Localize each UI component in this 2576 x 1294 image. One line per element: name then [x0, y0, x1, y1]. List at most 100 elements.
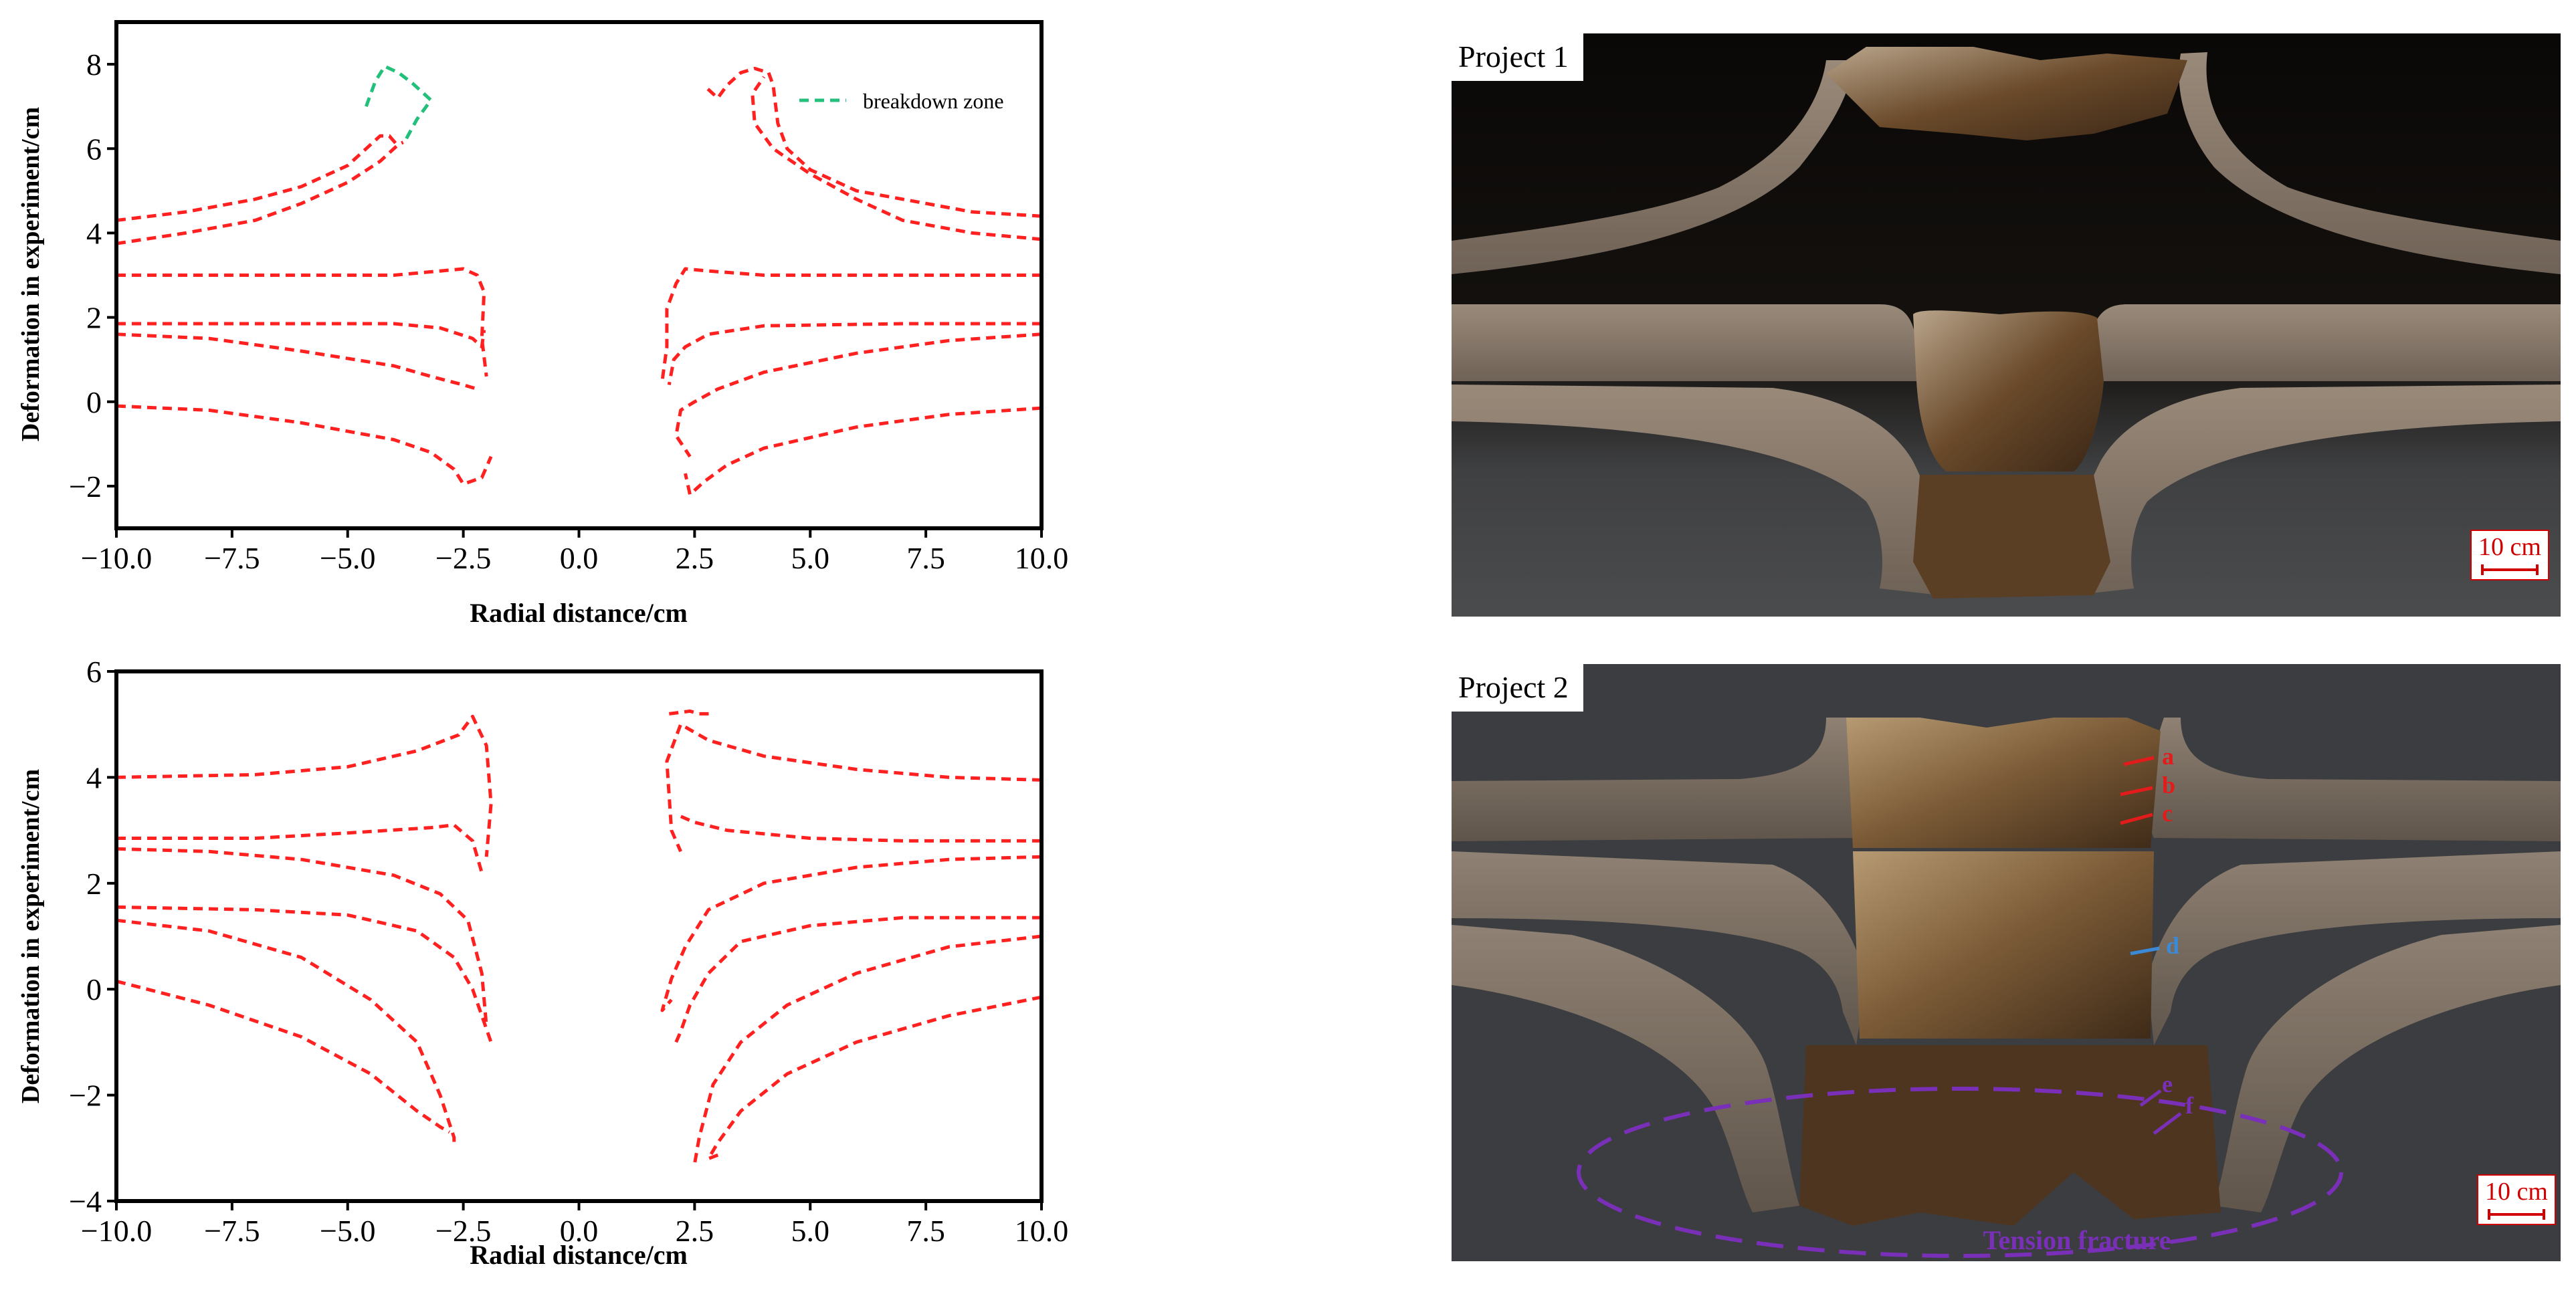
contour-line-1 — [116, 134, 400, 222]
svg-text:a: a — [2162, 743, 2174, 770]
photo-label: Project 2 — [1452, 664, 1583, 712]
x-tick-label: −2.5 — [435, 541, 491, 575]
x-tick-label: 0.0 — [560, 1214, 599, 1248]
y-tick-label: 4 — [86, 216, 102, 250]
contour-line-3 — [116, 267, 488, 377]
x-tick-label: −10.0 — [81, 541, 152, 575]
plug-fragment-upper — [1846, 718, 2161, 848]
contour-line-10 — [660, 855, 1042, 1012]
svg-text:f: f — [2185, 1092, 2194, 1119]
x-tick-label: 0.0 — [560, 541, 599, 575]
contour-line-9 — [675, 813, 1042, 843]
y-tick-label: 6 — [86, 655, 102, 689]
x-tick-label: −10.0 — [81, 1214, 152, 1248]
contour-line-5 — [116, 918, 456, 1146]
svg-text:e: e — [2162, 1071, 2173, 1097]
middle-plate — [1452, 304, 2561, 381]
plug-fragment-middle — [1913, 310, 2104, 471]
annotation-d: d — [2130, 932, 2179, 959]
annotation-e: e — [2139, 1071, 2173, 1107]
x-tick-label: 10.0 — [1015, 1214, 1069, 1248]
contour-line-6 — [116, 404, 493, 486]
y-axis-label: Deformation in experiment/cm — [17, 107, 45, 441]
photo-project-1: Project 1 10 cm — [1452, 33, 2561, 617]
lower-plate-left — [1452, 385, 1942, 595]
x-tick-label: −2.5 — [435, 1214, 491, 1248]
lower-plate-right — [2214, 925, 2561, 1212]
x-tick-label: 2.5 — [676, 1214, 714, 1248]
x-tick-label: −5.0 — [320, 1214, 375, 1248]
petal-fragments-top — [1826, 47, 2187, 140]
annotation-a: a — [2123, 743, 2174, 770]
fracture-label: Tension fracture — [1983, 1225, 2171, 1255]
legend-label: breakdown zone — [863, 89, 1004, 113]
scale-label: 10 cm — [2478, 533, 2541, 561]
svg-text:d: d — [2166, 932, 2179, 959]
annotation-b: b — [2120, 772, 2175, 798]
specimen-photo-1 — [1452, 33, 2561, 617]
lower-plate-right — [2072, 385, 2561, 595]
photo-project-2: a b c d e f Tension fracture Project 2 1… — [1452, 664, 2561, 1261]
breakdown-zone-line — [365, 64, 433, 144]
contour-line-2 — [116, 140, 404, 245]
contour-line-9 — [660, 267, 1042, 381]
contour-line-8 — [751, 76, 1042, 241]
y-tick-label: −4 — [69, 1184, 102, 1218]
scale-bar-line — [2481, 564, 2539, 575]
x-axis-label: Radial distance/cm — [470, 598, 688, 628]
scale-bar: 10 cm — [2470, 530, 2549, 580]
scale-bar: 10 cm — [2477, 1174, 2556, 1225]
contour-line-7 — [702, 66, 1042, 218]
middle-plate — [1452, 851, 2561, 1045]
upper-plate — [1452, 718, 2561, 841]
scale-label: 10 cm — [2485, 1178, 2548, 1206]
x-tick-label: 7.5 — [906, 1214, 945, 1248]
plot-frame — [114, 669, 1044, 1203]
contour-line-4 — [116, 322, 486, 349]
x-tick-label: −5.0 — [320, 541, 375, 575]
svg-text:c: c — [2162, 800, 2173, 827]
y-tick-label: −2 — [69, 469, 102, 504]
y-tick-label: 2 — [86, 301, 102, 335]
contour-line-13 — [706, 995, 1042, 1161]
contour-line-7 — [665, 722, 1042, 853]
scale-bar-line — [2488, 1209, 2545, 1220]
contour-line-8 — [668, 709, 713, 716]
annotation-c: c — [2120, 800, 2173, 827]
contour-line-11 — [674, 915, 1042, 1043]
y-tick-label: 0 — [86, 972, 102, 1006]
x-tick-label: 10.0 — [1015, 541, 1069, 575]
chart-project-1: −10.0 −7.5 −5.0 −2.5 0.0 2.5 5.0 7.5 10.0 −2 0 2 4 6… — [17, 20, 1069, 628]
lower-plate-left — [1452, 925, 1799, 1212]
x-tick-label: 5.0 — [791, 1214, 830, 1248]
y-axis-label: Deformation in experiment/cm — [17, 769, 45, 1103]
annotation-f: f — [2153, 1092, 2194, 1135]
plug-fragment-lower — [1913, 475, 2110, 599]
top-plate-left — [1452, 60, 1853, 274]
y-tick-label: 6 — [86, 132, 102, 166]
x-tick-label: 5.0 — [791, 541, 830, 575]
contour-line-5 — [116, 332, 478, 391]
y-tick-label: 4 — [86, 760, 102, 794]
contour-line-6 — [116, 979, 451, 1134]
x-axis-label: Radial distance/cm — [470, 1240, 688, 1270]
legend: breakdown zone — [799, 89, 1004, 113]
x-tick-label: 2.5 — [676, 541, 714, 575]
y-tick-label: 2 — [86, 867, 102, 901]
x-tick-label: −7.5 — [204, 541, 260, 575]
chart-project-2: −10.0 −7.5 −5.0 −2.5 0.0 2.5 5.0 7.5 10.0 −4 −2 0 2… — [17, 655, 1069, 1270]
contour-line-4 — [116, 905, 493, 1043]
contour-line-1 — [116, 714, 493, 857]
contour-line-2 — [116, 823, 484, 873]
x-tick-label: 7.5 — [906, 541, 945, 575]
contour-line-10 — [667, 322, 1042, 385]
contour-line-11 — [674, 332, 1042, 458]
x-tick-label: −7.5 — [204, 1214, 260, 1248]
y-tick-label: −2 — [69, 1079, 102, 1113]
photo-label: Project 1 — [1452, 33, 1583, 81]
y-tick-label: 0 — [86, 385, 102, 419]
top-plate-right — [2179, 52, 2561, 274]
svg-text:b: b — [2162, 772, 2175, 798]
contour-line-3 — [116, 847, 488, 1027]
contour-line-12 — [692, 934, 1042, 1165]
